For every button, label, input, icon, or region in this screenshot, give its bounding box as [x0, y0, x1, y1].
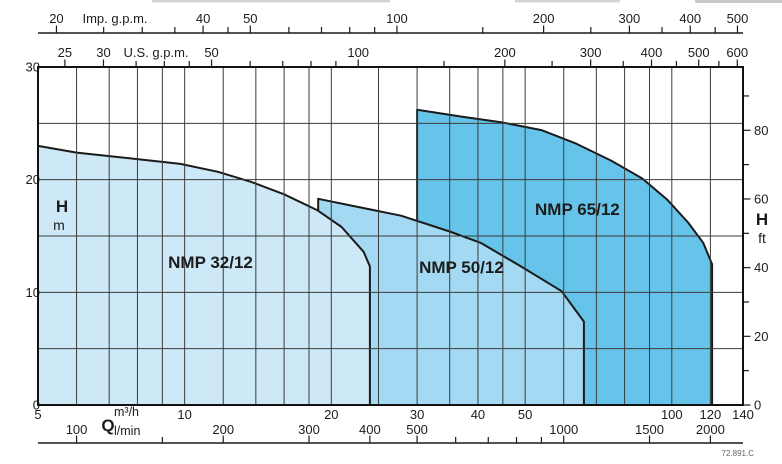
- tick-label: 100: [661, 407, 683, 422]
- tick-label: 500: [688, 45, 710, 60]
- scan-artifact: [695, 0, 782, 3]
- lmin-axis: 100 200 300 400 500 1000 1500 2000: [38, 422, 743, 444]
- tick-label: 50: [204, 45, 218, 60]
- imp-gpm-axis: 20 40 50 100 200 300 400 500: [38, 11, 749, 34]
- head-axis-label-left: H: [56, 197, 68, 216]
- tick-label: 1000: [549, 422, 578, 437]
- tick-label: 600: [726, 45, 748, 60]
- tick-label: 30: [410, 407, 424, 422]
- tick-label: 200: [533, 11, 555, 26]
- flow-unit-m3h: m³/h: [114, 405, 139, 419]
- pump-region-labels: NMP 32/12 NMP 50/12 NMP 65/12: [168, 200, 620, 277]
- tick-label: 100: [66, 422, 88, 437]
- tick-label: 0: [33, 398, 40, 413]
- tick-label: 50: [518, 407, 532, 422]
- tick-label: 20: [26, 172, 40, 187]
- region-label-nmp-50-12: NMP 50/12: [419, 258, 504, 277]
- tick-label: 0: [754, 398, 761, 413]
- head-unit-ft: ft: [758, 230, 766, 246]
- tick-label: 100: [386, 11, 408, 26]
- gridlines: [38, 67, 743, 405]
- tick-label: 20: [754, 329, 768, 344]
- tick-label: 100: [347, 45, 369, 60]
- tick-label: 40: [471, 407, 485, 422]
- tick-label: 30: [96, 45, 110, 60]
- tick-label: 500: [727, 11, 749, 26]
- tick-label: 5: [34, 407, 41, 422]
- tick-label: 40: [754, 260, 768, 275]
- h-ft-axis: 0 20 40 60 80: [743, 95, 768, 413]
- tick-label: 500: [406, 422, 428, 437]
- tick-label: 80: [754, 123, 768, 138]
- head-unit-m: m: [53, 217, 65, 233]
- tick-label: 400: [359, 422, 381, 437]
- region-nmp-32-12: [37, 144, 371, 406]
- tick-label: 20: [324, 407, 338, 422]
- imp-gpm-axis-title: Imp. g.p.m.: [82, 11, 147, 26]
- tick-label: 120: [700, 407, 722, 422]
- tick-label: 400: [679, 11, 701, 26]
- us-gpm-axis-title: U.S. g.p.m.: [123, 45, 188, 60]
- tick-label: 200: [494, 45, 516, 60]
- tick-label: 140: [732, 407, 754, 422]
- tick-label: 2000: [696, 422, 725, 437]
- tick-label: 30: [26, 60, 40, 75]
- tick-label: 20: [49, 11, 63, 26]
- tick-label: 40: [196, 11, 210, 26]
- scan-artifact: [152, 0, 390, 3]
- scan-artifacts: [152, 0, 782, 3]
- region-nmp-50-12: [317, 197, 585, 406]
- tick-label: 400: [641, 45, 663, 60]
- head-axis-label-right: H: [756, 210, 768, 229]
- tick-label: 300: [298, 422, 320, 437]
- m3h-axis: 5 10 20 30 40 50 100 120 140: [34, 407, 753, 422]
- scan-artifact: [515, 0, 620, 3]
- flow-unit-lmin: l/min: [114, 424, 140, 438]
- tick-label: 10: [26, 285, 40, 300]
- tick-label: 60: [754, 191, 768, 206]
- flow-axis-label: Q: [101, 416, 114, 435]
- h-m-axis: 0 10 20 30: [26, 60, 40, 413]
- tick-label: 300: [580, 45, 602, 60]
- tick-label: 10: [177, 407, 191, 422]
- tick-label: 25: [58, 45, 72, 60]
- plot-frame: [37, 66, 744, 406]
- tick-label: 1500: [635, 422, 664, 437]
- us-gpm-axis: 25 30 50 100 200 300 400 500 600: [58, 45, 748, 67]
- pump-regions: [37, 108, 714, 406]
- tick-label: 50: [243, 11, 257, 26]
- tick-label: 200: [212, 422, 234, 437]
- document-number: 72.891.C: [722, 449, 755, 458]
- region-label-nmp-65-12: NMP 65/12: [535, 200, 620, 219]
- tick-label: 300: [619, 11, 641, 26]
- region-label-nmp-32-12: NMP 32/12: [168, 253, 253, 272]
